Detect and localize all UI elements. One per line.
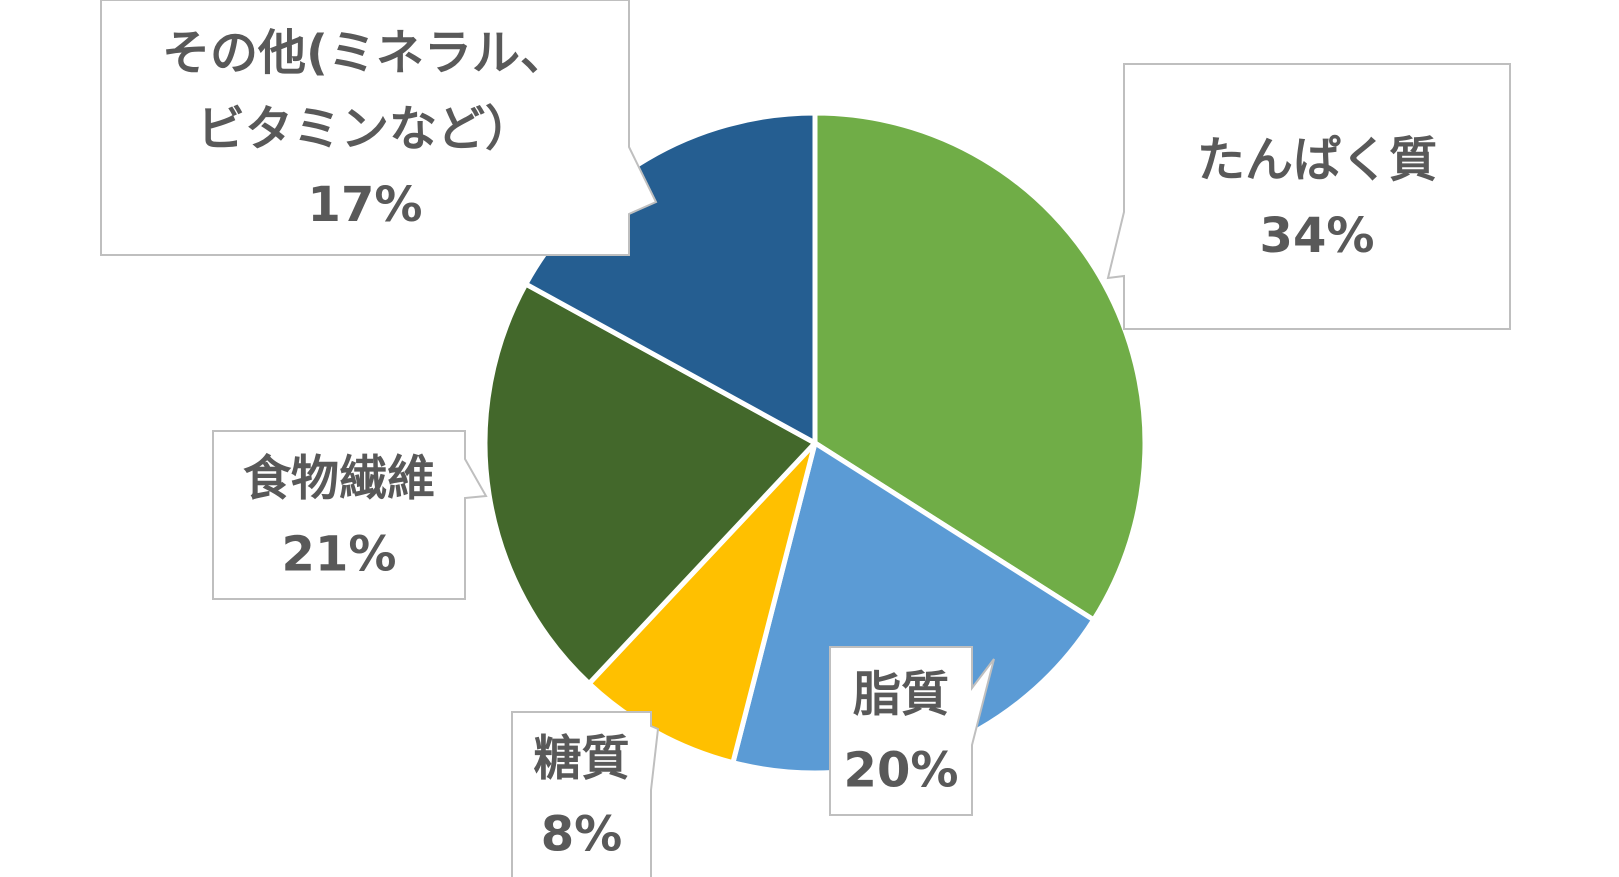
pie-slice	[482, 281, 818, 687]
slice-category-label: その他(ミネラル、	[162, 25, 568, 81]
data-label-callout: 食物繊維 21%	[212, 430, 488, 600]
slice-category-label: 脂質	[853, 666, 949, 722]
callout-box	[829, 646, 995, 816]
callout-box	[511, 711, 660, 877]
slice-category-label: ビタミンなど）	[197, 101, 533, 157]
data-label-callouts: たんぱく質 34% 脂質 20% 糖質 8% 食物繊維 21% その他(ミネラル、ビタミンなど）…	[100, 0, 1511, 877]
data-label-callout: 糖質 8%	[511, 711, 660, 877]
data-label-callout: 脂質 20%	[829, 646, 995, 816]
slice-value-label: 21%	[282, 526, 397, 582]
slice-value-label: 17%	[308, 177, 423, 233]
slice-category-label: 食物繊維	[243, 450, 435, 506]
callout-box	[212, 430, 488, 600]
slice-category-label: たんぱく質	[1197, 132, 1437, 188]
slice-value-label: 20%	[844, 742, 959, 798]
slice-value-label: 34%	[1260, 208, 1375, 264]
slice-value-label: 8%	[541, 806, 623, 862]
slice-category-label: 糖質	[533, 730, 629, 786]
data-label-callout: たんぱく質 34%	[1106, 63, 1511, 330]
data-label-callout: その他(ミネラル、ビタミンなど） 17%	[100, 0, 658, 256]
callout-box	[1106, 63, 1511, 330]
pie-slices	[482, 110, 1148, 776]
callout-box	[100, 0, 658, 256]
